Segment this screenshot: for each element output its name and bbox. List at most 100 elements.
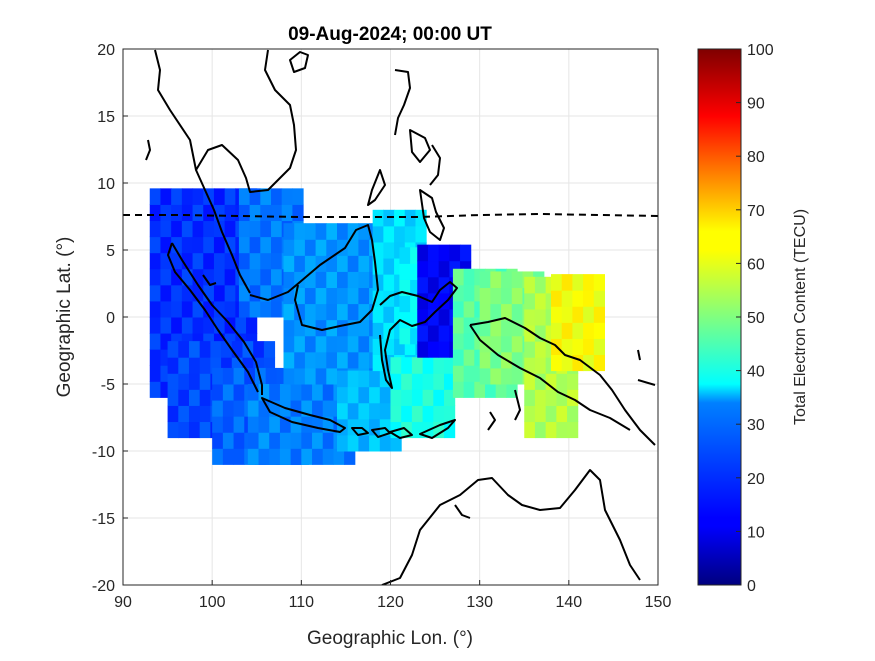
tec-cell: [561, 354, 573, 372]
tec-cell: [463, 284, 475, 302]
y-tick-label: 20: [97, 42, 115, 59]
tec-cell: [490, 303, 502, 321]
tec-cell: [178, 373, 190, 390]
tec-cell: [213, 204, 226, 222]
tec-cell: [524, 325, 536, 342]
tec-cell: [167, 389, 179, 406]
tec-cells: [149, 188, 605, 465]
tec-cell: [501, 303, 513, 321]
coastlines: [145, 49, 656, 585]
tec-cell: [260, 220, 272, 238]
tec-cell: [572, 338, 584, 356]
tec-cell: [511, 303, 523, 321]
tec-cell: [222, 416, 235, 433]
tec-cell: [534, 341, 547, 358]
tec-cell: [301, 384, 313, 401]
tec-cell: [294, 335, 306, 353]
tec-cell: [213, 317, 226, 334]
tec-cell: [188, 373, 201, 390]
tec-cell: [337, 271, 349, 289]
tec-cell: [358, 351, 370, 369]
tec-cell: [222, 432, 235, 449]
tec-cell: [379, 402, 391, 420]
tec-cell: [249, 284, 261, 302]
tec-cell: [315, 351, 327, 369]
tec-cell: [524, 421, 536, 439]
tec-cell: [452, 381, 465, 398]
tec-cell: [438, 325, 450, 342]
tec-cell: [312, 416, 324, 433]
tec-cell: [358, 271, 370, 289]
tec-cell: [404, 338, 416, 356]
tec-cell: [294, 223, 306, 240]
tec-cell: [383, 306, 395, 323]
tec-cell: [545, 421, 557, 439]
tec-cell: [452, 300, 465, 318]
tec-cell: [410, 295, 422, 313]
tec-cell: [224, 188, 236, 205]
tec-cell: [593, 306, 605, 323]
tec-cell: [301, 400, 313, 417]
tec-cell: [347, 223, 359, 240]
tec-cell: [490, 271, 502, 289]
tec-cell: [561, 290, 573, 307]
tec-cell: [271, 204, 283, 222]
tec-cell: [221, 357, 233, 374]
tec-cell: [253, 341, 265, 358]
colorbar-tick-label: 60: [747, 256, 765, 273]
tec-cell: [534, 325, 547, 342]
tec-cell: [479, 319, 491, 337]
colorbar: [697, 48, 742, 586]
tec-cell: [312, 400, 324, 417]
tec-cell: [372, 225, 384, 243]
tec-cell: [212, 367, 224, 385]
tec-cell: [149, 284, 161, 302]
tec-cell: [417, 244, 429, 262]
colorbar-tick-label: 100: [747, 42, 774, 59]
tec-cell: [427, 244, 440, 262]
tec-cell: [181, 268, 194, 286]
tec-cell: [178, 405, 190, 423]
tec-cell: [322, 432, 334, 449]
tec-cell: [444, 405, 456, 423]
tec-cell: [427, 308, 440, 326]
tec-cell: [534, 357, 547, 374]
tec-cell: [149, 188, 161, 205]
tec-cell: [315, 335, 327, 353]
tec-cell: [545, 389, 557, 406]
tec-cell: [572, 354, 584, 372]
tec-cell: [337, 223, 349, 240]
tec-cell: [283, 271, 295, 289]
tec-cell: [269, 400, 281, 417]
tec-cell: [212, 384, 224, 401]
tec-cell: [534, 292, 547, 310]
tec-cell: [258, 416, 270, 433]
tec-cell: [372, 306, 384, 323]
tec-cell: [167, 405, 179, 423]
tec-cell: [260, 204, 272, 222]
tec-cell: [322, 448, 334, 465]
tec-cell: [160, 300, 172, 318]
tec-cell: [556, 405, 568, 423]
tec-cell: [422, 389, 434, 406]
tec-cell: [178, 421, 190, 439]
tec-cell: [452, 317, 465, 334]
x-tick-label: 150: [645, 594, 672, 611]
tec-cell: [203, 236, 215, 254]
tec-cell: [501, 367, 513, 385]
tec-cell: [322, 416, 334, 433]
tec-cell: [304, 335, 317, 353]
tec-cell: [358, 255, 370, 272]
tec-cell: [583, 290, 595, 307]
tec-cell: [271, 252, 283, 270]
tec-cell: [561, 338, 573, 356]
x-tick-label: 90: [114, 594, 132, 611]
tec-cell: [269, 384, 281, 401]
tec-cell: [178, 357, 190, 374]
tec-cell: [149, 220, 161, 238]
tec-cell: [347, 351, 359, 369]
tec-cell: [149, 236, 161, 254]
tec-cell: [199, 421, 211, 439]
tec-cell: [247, 400, 260, 417]
tec-cell: [463, 381, 475, 398]
